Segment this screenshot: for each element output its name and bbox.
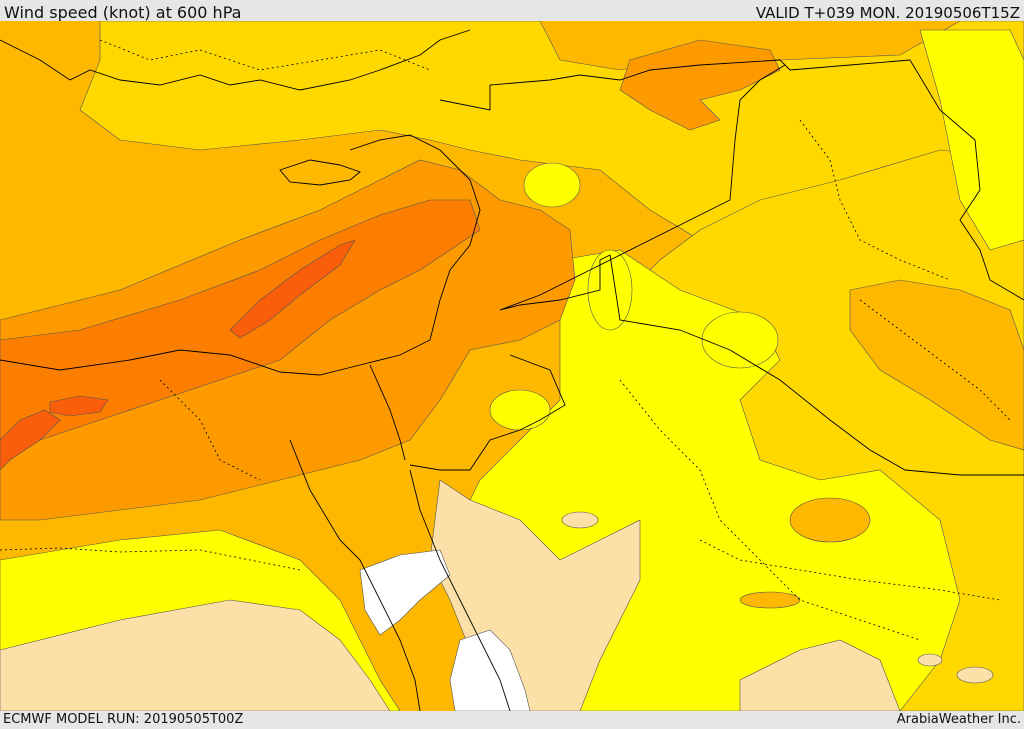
field-tan-southeast [739,639,901,711]
border-jordan [409,354,566,471]
coastline-north [0,29,471,91]
coastline-mediterranean [0,134,481,376]
field-calm-south [449,629,531,711]
field-max-small [49,395,109,417]
map-title: Wind speed (knot) at 600 hPa [4,3,242,22]
credit-label: ArabiaWeather Inc. [896,712,1021,727]
field-yellow-pocket-4 [701,311,779,369]
boundary-dotted-2 [619,379,921,641]
field-blob-5 [917,653,943,667]
border-north [439,59,911,111]
field-yellow-pocket-1 [523,162,581,208]
header-bar: Wind speed (knot) at 600 hPa VALID T+039… [0,0,1024,22]
field-max-north [229,239,356,339]
coastline-gulf [909,59,1024,301]
border-syria-iraq [499,64,786,311]
model-run-label: ECMWF MODEL RUN: 20190505T00Z [3,712,244,727]
boundary-dotted-1 [0,547,301,571]
boundary-dotted-4 [799,119,951,281]
field-max-west [0,409,61,471]
field-blob-4 [956,666,994,684]
border-saudi-iraq [499,254,1024,476]
coastline-island [279,159,361,186]
field-yellow-northeast [919,29,1024,251]
coastline-redsea-west [289,439,421,711]
boundary-dotted-5 [859,299,1011,421]
boundary-dotted-7 [699,539,1001,601]
map-canvas [0,21,1024,711]
field-blob-2 [739,591,801,609]
field-yellow-pocket-2 [587,249,633,331]
field-blob-3 [561,511,599,529]
field-tan-southwest [0,599,391,711]
field-yellow-pocket-3 [489,389,551,431]
border-sinai [369,364,406,461]
field-calm-north [359,549,451,636]
footer-bar: ECMWF MODEL RUN: 20190505T00Z ArabiaWeat… [0,711,1024,729]
coastline-redsea-east [409,469,511,711]
field-lightorange-east [849,279,1024,451]
wind-speed-map [0,21,1024,711]
valid-time: VALID T+039 MON. 20190506T15Z [755,4,1020,22]
field-blob-1 [789,497,871,543]
